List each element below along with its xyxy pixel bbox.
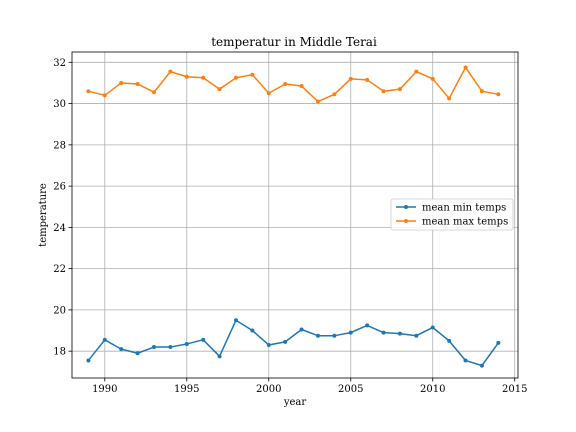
data-point-1 bbox=[233, 75, 238, 80]
data-point-1 bbox=[217, 87, 222, 92]
data-point-1 bbox=[250, 72, 255, 77]
y-tick-label: 28 bbox=[53, 140, 66, 151]
data-point-1 bbox=[119, 80, 124, 85]
y-tick-label: 32 bbox=[53, 58, 66, 69]
series-line-1 bbox=[88, 66, 499, 103]
series-layer bbox=[86, 65, 501, 368]
data-point-0 bbox=[233, 318, 238, 323]
legend-marker-max bbox=[404, 219, 408, 223]
data-point-1 bbox=[463, 65, 468, 70]
x-axis-label: year bbox=[283, 397, 307, 408]
legend-box bbox=[390, 198, 514, 231]
x-tick-label: 1995 bbox=[174, 384, 199, 395]
data-point-1 bbox=[348, 76, 353, 81]
y-axis-label: temperature bbox=[38, 183, 49, 247]
data-point-0 bbox=[348, 330, 353, 335]
data-point-0 bbox=[397, 331, 402, 336]
data-point-1 bbox=[332, 92, 337, 97]
data-point-1 bbox=[283, 81, 288, 86]
data-point-1 bbox=[479, 89, 484, 94]
data-point-1 bbox=[365, 77, 370, 82]
legend-label-max: mean max temps bbox=[422, 217, 508, 228]
data-point-1 bbox=[447, 96, 452, 101]
data-point-1 bbox=[266, 91, 271, 96]
data-point-0 bbox=[283, 339, 288, 344]
data-point-0 bbox=[430, 325, 435, 330]
y-tick-label: 24 bbox=[53, 223, 66, 234]
data-point-0 bbox=[250, 328, 255, 333]
data-point-0 bbox=[315, 333, 320, 338]
data-point-1 bbox=[201, 75, 206, 80]
data-point-1 bbox=[102, 93, 107, 98]
data-point-0 bbox=[217, 354, 222, 359]
data-point-1 bbox=[151, 90, 156, 95]
data-point-1 bbox=[414, 69, 419, 74]
data-point-0 bbox=[414, 333, 419, 338]
data-point-0 bbox=[168, 345, 173, 350]
x-tick-label: 2010 bbox=[420, 384, 445, 395]
y-tick-label: 30 bbox=[53, 99, 66, 110]
x-tick-label: 2015 bbox=[502, 384, 527, 395]
data-point-1 bbox=[397, 87, 402, 92]
data-point-0 bbox=[332, 333, 337, 338]
data-point-0 bbox=[299, 327, 304, 332]
legend-marker-min bbox=[404, 205, 408, 209]
data-point-0 bbox=[201, 337, 206, 342]
data-point-0 bbox=[479, 363, 484, 368]
data-point-0 bbox=[151, 345, 156, 350]
x-tick-label: 2000 bbox=[256, 384, 281, 395]
series-line-0 bbox=[87, 319, 499, 367]
data-point-0 bbox=[365, 323, 370, 328]
data-point-1 bbox=[381, 89, 386, 94]
data-point-0 bbox=[447, 338, 452, 343]
data-point-0 bbox=[184, 341, 189, 346]
y-tick-label: 18 bbox=[53, 347, 66, 358]
data-point-0 bbox=[119, 347, 124, 352]
plot-frame bbox=[71, 51, 519, 379]
x-tick-label: 2005 bbox=[338, 384, 363, 395]
data-point-0 bbox=[102, 337, 107, 342]
ticks: 1990 1995 2000 2005 2010 2015 18 20 22 24 26 28 30 32 bbox=[53, 58, 527, 395]
y-tick-label: 26 bbox=[53, 182, 66, 193]
legend-label-min: mean min temps bbox=[422, 203, 506, 214]
data-point-0 bbox=[86, 358, 91, 363]
data-point-1 bbox=[430, 76, 435, 81]
y-tick-label: 22 bbox=[53, 264, 66, 275]
legend: mean min temps mean max temps bbox=[390, 198, 514, 231]
y-tick-label: 20 bbox=[53, 305, 66, 316]
data-point-1 bbox=[184, 74, 189, 79]
data-point-0 bbox=[135, 351, 140, 356]
data-point-0 bbox=[463, 358, 468, 363]
x-tick-label: 1990 bbox=[92, 384, 117, 395]
data-point-1 bbox=[496, 92, 501, 97]
data-point-1 bbox=[135, 81, 140, 86]
data-point-1 bbox=[86, 89, 91, 94]
data-point-1 bbox=[168, 69, 173, 74]
data-point-0 bbox=[381, 330, 386, 335]
data-point-1 bbox=[299, 84, 304, 89]
chart-title: temperatur in Middle Terai bbox=[211, 35, 377, 49]
data-point-1 bbox=[315, 99, 320, 104]
data-point-0 bbox=[496, 340, 501, 345]
data-point-0 bbox=[266, 342, 271, 347]
